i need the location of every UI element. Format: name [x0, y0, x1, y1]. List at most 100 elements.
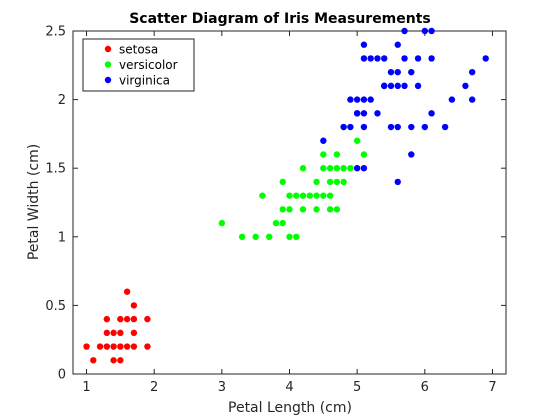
data-point-versicolor: [333, 165, 341, 172]
data-point-setosa: [117, 315, 124, 323]
data-point-virginica: [360, 96, 368, 103]
x-tick-label: 1: [82, 380, 90, 395]
data-point-versicolor: [279, 219, 286, 227]
data-point-versicolor: [333, 206, 341, 213]
data-point-virginica: [428, 55, 435, 62]
y-tick-label: 2.5: [45, 25, 66, 40]
data-point-setosa: [103, 329, 111, 337]
data-point-virginica: [408, 68, 415, 76]
data-point-setosa: [110, 357, 117, 364]
data-point-virginica: [387, 68, 395, 76]
data-point-versicolor: [252, 233, 259, 240]
data-point-virginica: [387, 123, 395, 131]
data-point-versicolor: [279, 178, 286, 186]
y-axis-label: Petal Width (cm): [26, 144, 42, 260]
data-point-setosa: [110, 343, 117, 350]
data-point-virginica: [360, 55, 368, 62]
data-point-versicolor: [218, 219, 226, 227]
legend-label-setosa: setosa: [119, 43, 158, 57]
data-point-virginica: [448, 96, 456, 103]
data-point-virginica: [360, 41, 368, 48]
data-point-setosa: [103, 343, 111, 350]
y-tick-label: 0: [58, 368, 66, 383]
data-point-setosa: [90, 357, 97, 364]
data-point-setosa: [117, 357, 124, 364]
data-point-virginica: [347, 96, 354, 103]
data-point-versicolor: [326, 165, 334, 172]
x-tick-label: 2: [150, 380, 158, 395]
data-point-virginica: [428, 110, 435, 117]
data-point-versicolor: [306, 192, 313, 199]
data-point-versicolor: [326, 192, 334, 199]
data-point-virginica: [401, 27, 408, 35]
data-point-virginica: [394, 178, 401, 186]
x-tick-label: 7: [488, 380, 496, 395]
data-point-versicolor: [286, 192, 293, 199]
data-point-virginica: [401, 82, 408, 90]
data-point-versicolor: [340, 165, 347, 172]
data-point-virginica: [421, 123, 429, 131]
data-point-versicolor: [313, 192, 320, 199]
data-point-versicolor: [333, 178, 341, 186]
data-point-virginica: [428, 27, 435, 35]
data-point-setosa: [123, 343, 131, 350]
data-point-virginica: [468, 96, 476, 103]
data-point-versicolor: [313, 206, 320, 213]
data-point-setosa: [123, 315, 131, 323]
data-point-virginica: [387, 82, 395, 90]
data-point-virginica: [401, 55, 408, 62]
y-tick-label: 1.5: [45, 162, 66, 177]
data-point-virginica: [360, 165, 368, 172]
data-point-versicolor: [313, 178, 320, 186]
y-tick-label: 2: [58, 93, 66, 108]
data-point-virginica: [408, 151, 415, 158]
data-point-virginica: [347, 123, 354, 131]
x-tick-label: 4: [285, 380, 293, 395]
data-point-virginica: [408, 123, 415, 131]
data-point-setosa: [110, 329, 117, 337]
data-point-virginica: [374, 55, 381, 62]
data-point-virginica: [374, 110, 381, 117]
legend-label-virginica: virginica: [119, 74, 170, 88]
data-point-versicolor: [266, 233, 273, 240]
data-point-versicolor: [326, 178, 334, 186]
data-point-setosa: [130, 315, 138, 323]
data-point-versicolor: [272, 219, 280, 227]
data-point-setosa: [123, 288, 131, 295]
data-point-virginica: [360, 123, 368, 131]
data-point-versicolor: [340, 178, 347, 186]
data-point-versicolor: [238, 233, 246, 240]
data-point-setosa: [83, 343, 90, 350]
data-point-versicolor: [299, 192, 307, 199]
data-point-setosa: [144, 343, 151, 350]
data-point-virginica: [381, 55, 388, 62]
data-point-versicolor: [320, 165, 327, 172]
legend-box: [82, 38, 195, 92]
data-point-virginica: [367, 55, 374, 62]
data-point-virginica: [394, 123, 401, 131]
data-point-versicolor: [333, 151, 341, 158]
legend-marker-setosa: [104, 45, 112, 53]
data-point-virginica: [394, 82, 401, 90]
data-point-virginica: [482, 55, 489, 62]
data-point-versicolor: [320, 151, 327, 158]
data-point-setosa: [96, 343, 104, 350]
data-point-virginica: [353, 96, 361, 103]
data-point-versicolor: [286, 206, 293, 213]
chart-title: Scatter Diagram of Iris Measurements: [129, 11, 431, 27]
data-point-versicolor: [326, 206, 334, 213]
data-point-virginica: [360, 110, 368, 117]
data-point-virginica: [394, 41, 401, 48]
data-point-virginica: [468, 68, 476, 76]
data-point-virginica: [353, 110, 361, 117]
data-point-setosa: [130, 343, 138, 350]
x-axis-label: Petal Length (cm): [228, 400, 352, 416]
data-point-virginica: [462, 82, 469, 90]
legend-label-versicolor: versicolor: [119, 58, 178, 72]
data-point-versicolor: [293, 233, 300, 240]
data-point-virginica: [394, 68, 401, 76]
data-point-versicolor: [347, 165, 354, 172]
data-point-virginica: [421, 27, 429, 35]
